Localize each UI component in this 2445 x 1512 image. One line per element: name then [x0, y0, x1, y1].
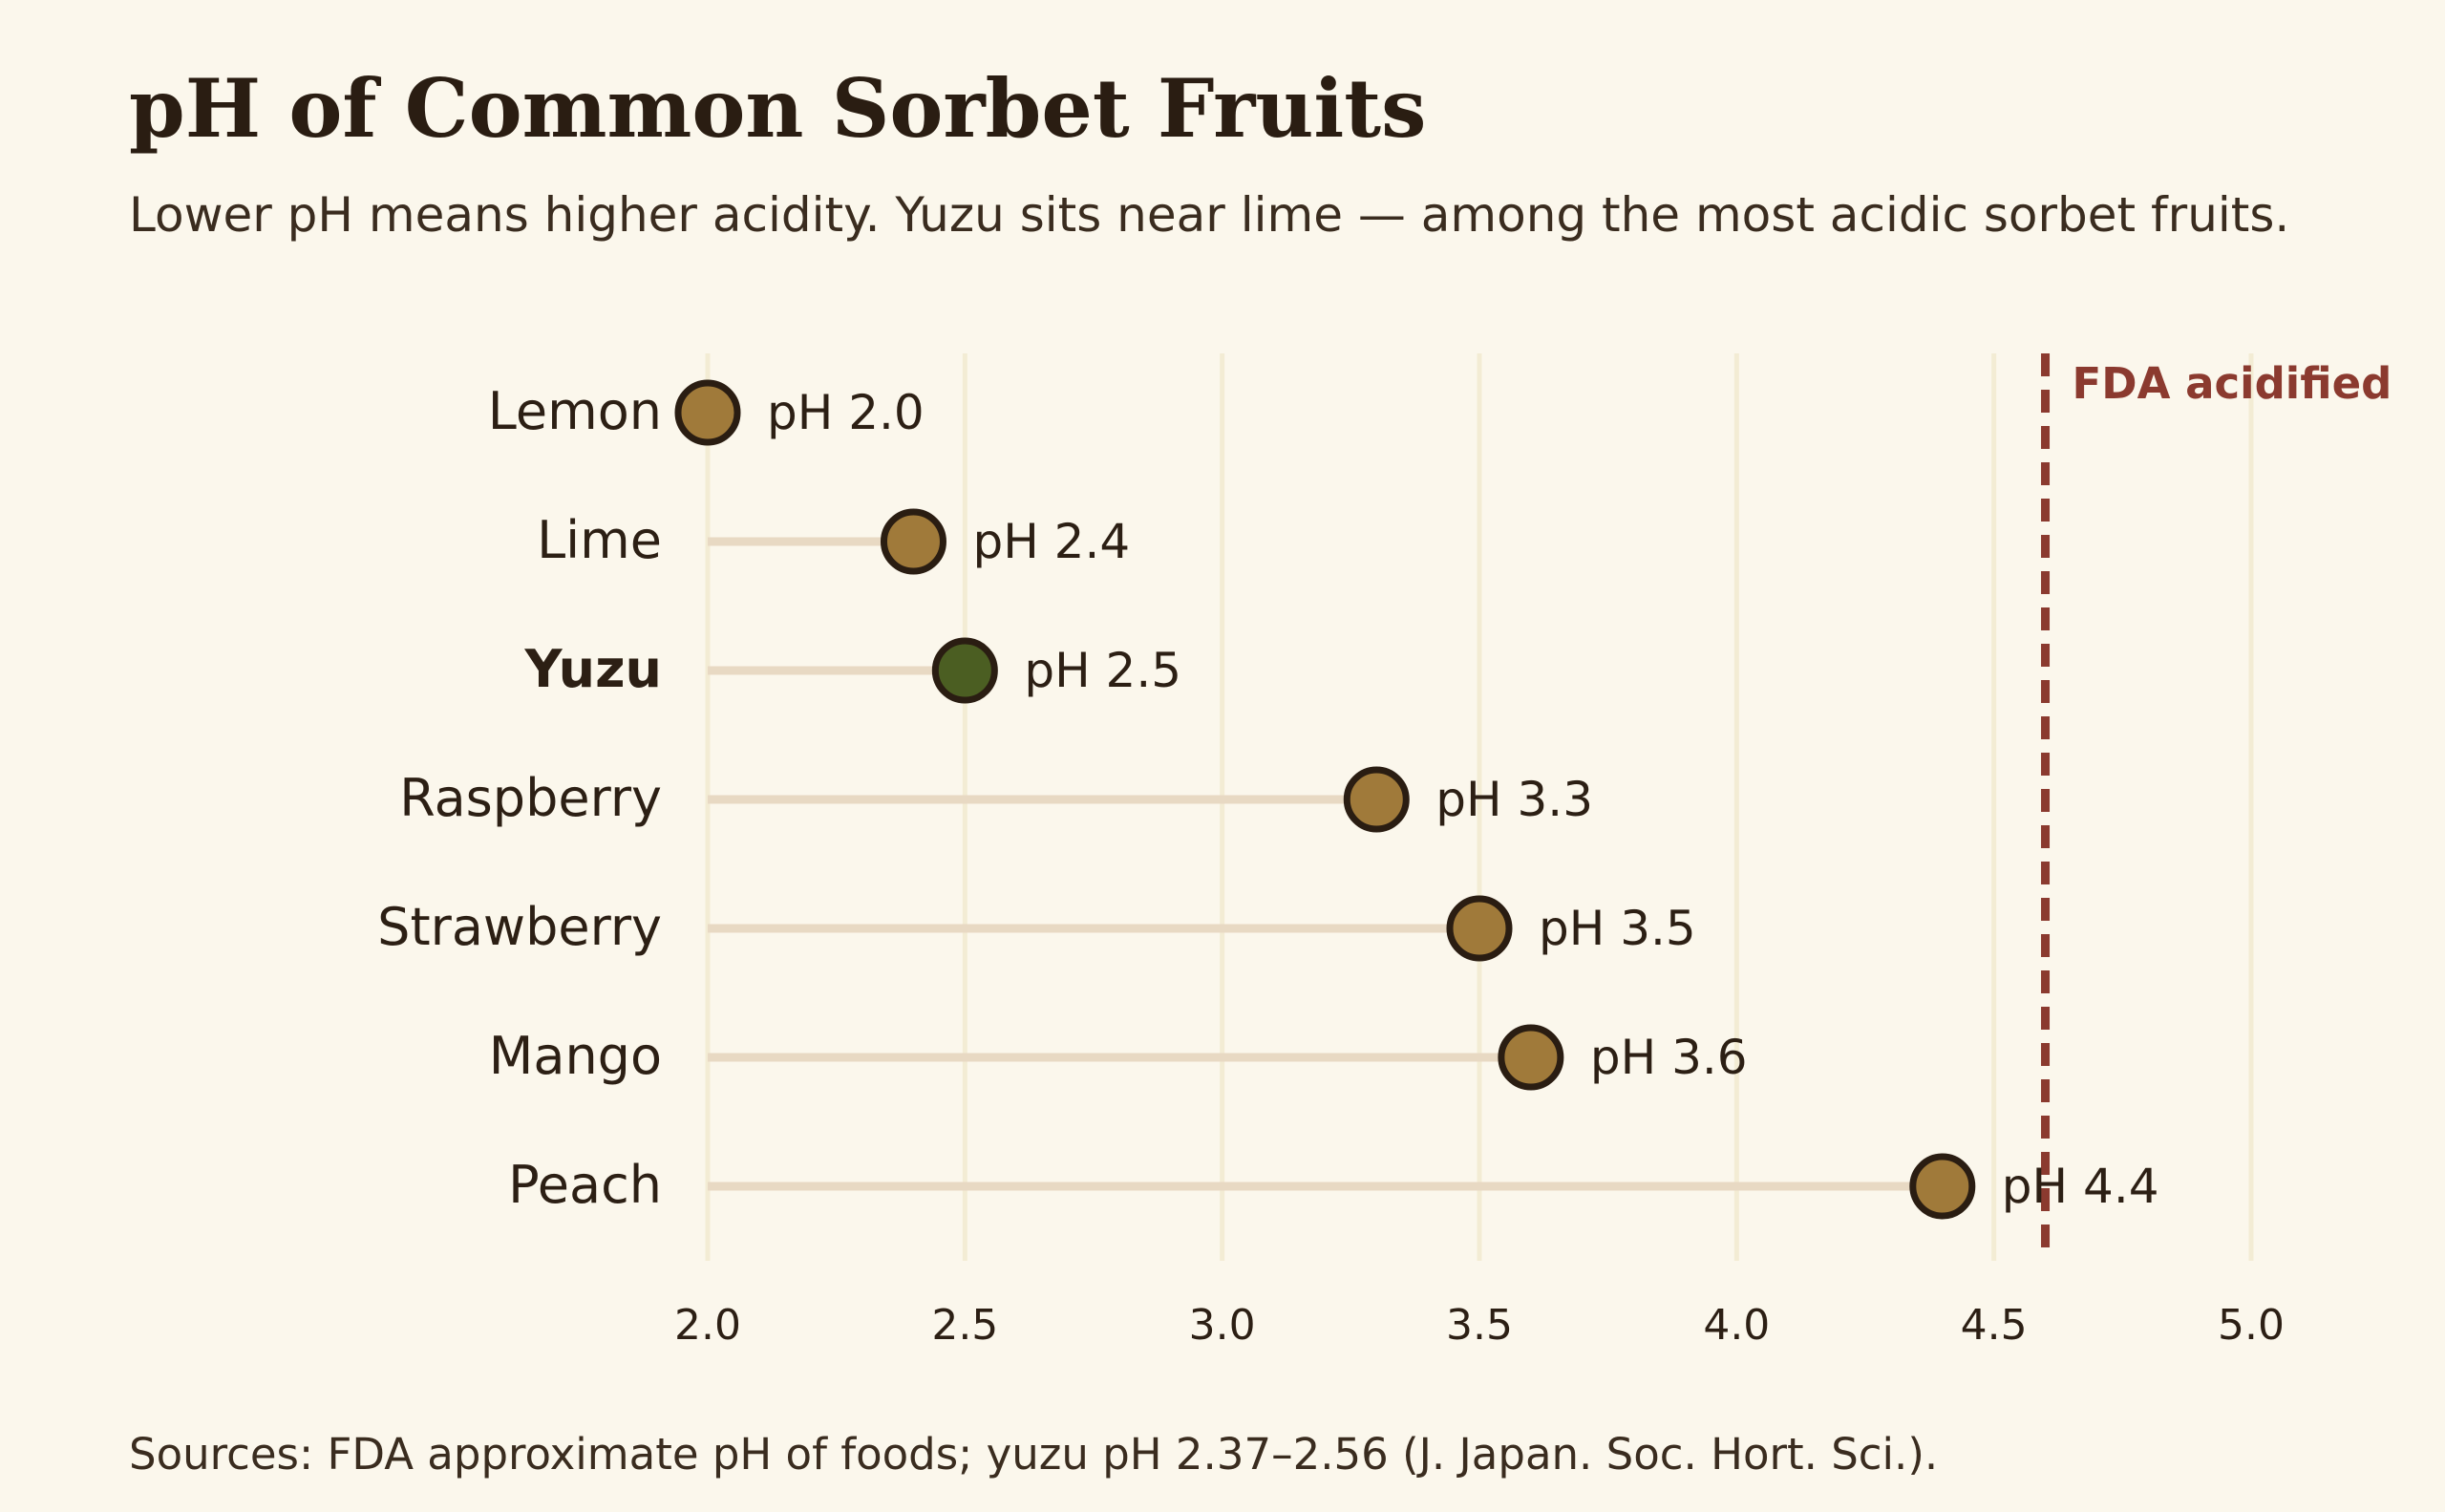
data-point [880, 508, 946, 575]
category-label: Raspberry [399, 768, 662, 828]
value-label: pH 2.0 [767, 385, 925, 440]
value-label: pH 2.4 [972, 514, 1130, 569]
chart-title: pH of Common Sorbet Fruits [129, 61, 1427, 156]
x-tick-label: 3.5 [1446, 1301, 1513, 1350]
category-label: Strawberry [377, 897, 662, 957]
reference-line-label: FDA acidified [2073, 358, 2392, 409]
labels: 2.0 2.5 3.0 3.5 4.0 4.5 5.0 Lemon pH 2.0 Lime pH 2… [377, 381, 2285, 1350]
reference-line-group: FDA acidified [2041, 353, 2392, 1261]
x-tick-label: 4.5 [1961, 1301, 2028, 1350]
x-tick-label: 2.0 [674, 1301, 741, 1350]
x-tick-label: 4.0 [1703, 1301, 1770, 1350]
data-point [1909, 1153, 1976, 1220]
category-label: Lemon [488, 381, 662, 441]
category-label: Mango [489, 1026, 662, 1086]
category-label: Peach [508, 1155, 662, 1215]
stems [708, 537, 1943, 1191]
chart-source: Sources: FDA approximate pH of foods; yu… [129, 1429, 1939, 1480]
data-point [931, 637, 998, 704]
category-label: Lime [537, 510, 662, 570]
category-label: Yuzu [524, 639, 663, 699]
x-tick-label: 5.0 [2218, 1301, 2285, 1350]
value-label: pH 3.6 [1590, 1030, 1748, 1085]
data-point [1498, 1024, 1564, 1091]
value-label: pH 4.4 [2002, 1159, 2159, 1214]
points [674, 379, 1976, 1220]
data-point [1446, 895, 1513, 962]
chart-subtitle: Lower pH means higher acidity. Yuzu sits… [129, 187, 2290, 243]
x-tick-label: 2.5 [931, 1301, 998, 1350]
value-label: pH 3.3 [1435, 772, 1593, 827]
gridlines [705, 353, 2254, 1261]
data-point [674, 379, 741, 446]
value-label: pH 3.5 [1539, 901, 1696, 956]
value-label: pH 2.5 [1024, 643, 1181, 698]
data-point [1343, 766, 1410, 833]
x-tick-label: 3.0 [1189, 1301, 1256, 1350]
